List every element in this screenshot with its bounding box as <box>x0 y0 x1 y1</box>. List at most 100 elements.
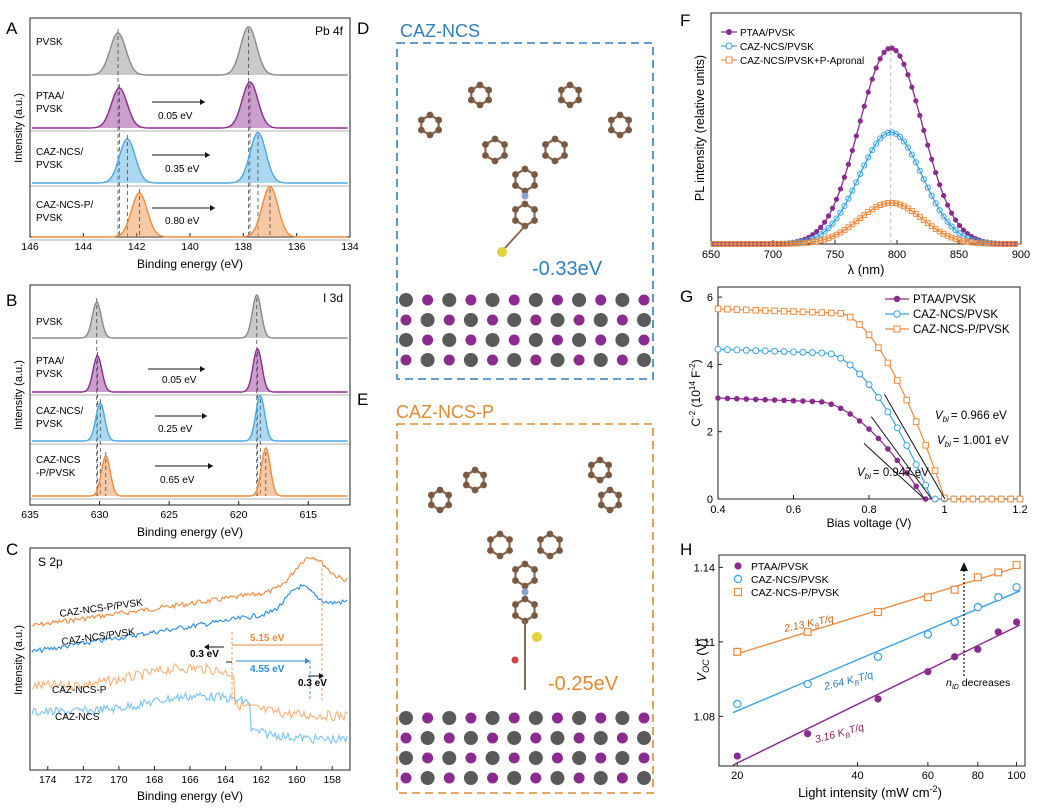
panel-g-vbi-sub: bi <box>945 440 951 449</box>
panel-f-point <box>1000 241 1007 247</box>
panel-a-xtick-label: 144 <box>75 241 93 253</box>
panel-h-xlabel-close: ) <box>938 785 942 800</box>
panel-g-point <box>894 457 901 464</box>
panel-e-slab-pb-atom <box>485 711 500 725</box>
panel-g-point <box>780 348 788 356</box>
panel-f-legend-label: CAZ-NCS/PVSK+P-Apronal <box>740 56 864 67</box>
panel-h-point <box>873 652 883 661</box>
panel-d-mol-c-atom <box>557 86 565 94</box>
panel-f-point <box>941 192 947 199</box>
panel-g-point <box>837 354 845 362</box>
panel-h-slope-label: 3.16 KBT/q <box>814 721 866 748</box>
panel-f-point <box>944 218 951 225</box>
panel-g-xtick-label: 1 <box>941 504 947 516</box>
panel-f-point <box>710 241 717 247</box>
panel-g-point <box>978 495 986 503</box>
panel-letter-d: D <box>357 19 369 38</box>
panel-d-mol-c-atom <box>476 101 484 109</box>
panel-e-slab-pb-atom <box>593 771 608 785</box>
panel-g-point <box>762 396 768 403</box>
panel-e-mol-c-atom <box>587 471 595 479</box>
panel-g-point <box>827 350 835 358</box>
panel-d-slab-pb-atom <box>550 313 565 327</box>
panel-g-point <box>743 306 750 314</box>
panel-h-legend-marker <box>733 587 743 597</box>
panel-e-mol-c-atom <box>487 547 494 554</box>
panel-d-mol-c-atom <box>426 131 434 139</box>
panel-g-point <box>799 348 807 356</box>
panel-d-slab-pb-atom <box>507 353 522 367</box>
panel-f-point <box>825 235 832 241</box>
panel-h-trend-arrowhead <box>960 562 968 571</box>
panel-d-slab-i-atom <box>638 334 650 346</box>
panel-b-row-label: PTAA/ <box>36 356 64 367</box>
panel-a-ylabel: Intensity (a.u.) <box>13 93 25 163</box>
panel-f-point <box>758 241 764 247</box>
panel-f-point <box>778 241 784 247</box>
panel-c-curve-label: CAZ-NCS/PVSK <box>61 627 136 648</box>
panel-d-title: CAZ-NCS <box>400 21 480 41</box>
panel-b-xtick-label: 625 <box>160 509 178 521</box>
panel-a-xtick-label: 142 <box>128 241 146 253</box>
panel-a-peak-fill <box>32 82 348 128</box>
panel-d-mol-n-atom <box>521 192 529 200</box>
panel-g-point <box>761 307 769 314</box>
panel-g-point <box>790 308 797 315</box>
panel-f-point <box>937 182 943 188</box>
panel-g-vbi-label: Vbi = 0.966 eV <box>935 410 1007 424</box>
panel-g-vbi-value: = 1.001 eV <box>953 435 1009 447</box>
panel-g-vbi-value: = 0.947 eV <box>873 467 929 479</box>
panel-d-slab-i-atom <box>487 314 499 326</box>
panel-f-point <box>920 217 927 224</box>
panel-g-point <box>771 397 778 403</box>
panel-f-point <box>865 154 872 161</box>
panel-e-mol-c-atom <box>605 461 613 469</box>
panel-e-slab-i-atom <box>638 712 650 724</box>
panel-f-point <box>893 48 899 54</box>
panel-d: CAZ-NCS -0.33eV <box>396 21 654 380</box>
panel-f-point <box>996 240 1003 247</box>
panel-b-peak-fill <box>32 295 348 338</box>
panel-h-point <box>923 630 933 639</box>
panel-g-point <box>865 381 873 389</box>
panel-g-point <box>893 424 901 432</box>
panel-d-mol-c-atom <box>616 111 624 119</box>
panel-f-point <box>766 241 772 247</box>
panel-f-point <box>1004 241 1011 247</box>
panel-f-point <box>933 169 939 176</box>
panel-f-point <box>897 53 903 59</box>
panel-f-point <box>817 231 824 238</box>
panel-d-slab-i-atom <box>573 354 585 366</box>
panel-f-point <box>837 209 844 216</box>
panel-f-point <box>916 167 923 174</box>
panel-h-legend-marker <box>734 562 742 570</box>
panel-g-point <box>733 346 741 354</box>
panel-d-mol-s-atom <box>497 247 507 257</box>
panel-d-mol-c-atom <box>557 96 565 104</box>
panel-g-point <box>969 495 977 503</box>
panel-e-mol-c-atom <box>596 456 604 464</box>
panel-g-point <box>931 467 939 474</box>
panel-g-point <box>761 347 769 355</box>
panel-e-slab-i-atom <box>595 752 607 764</box>
panel-b-shift-label: 0.65 eV <box>160 475 195 486</box>
panel-d-slab-i-atom <box>487 354 499 366</box>
panel-d-slab-pb-atom <box>593 353 608 367</box>
panel-e-slab-pb-atom <box>442 711 457 725</box>
panel-a-peak-fill <box>32 26 348 75</box>
panel-f-point <box>746 241 753 247</box>
panel-f-xtick-label: 900 <box>1012 249 1030 261</box>
panel-e-mol-c-atom <box>556 547 563 554</box>
panel-d-slab-pb-atom <box>637 313 651 327</box>
panel-c-xtick-label: 158 <box>323 774 341 786</box>
panel-h-legend-marker <box>733 574 743 584</box>
panel-d-mol-c-atom <box>435 126 443 134</box>
panel-d-mol-c-atom <box>607 116 615 124</box>
panel-e-mol-c-atom <box>471 466 479 474</box>
panel-e-mol-c-atom <box>596 476 604 484</box>
panel-e-slab-pb-atom <box>399 751 413 765</box>
panel-g-point <box>828 401 835 408</box>
panel-d-slab-pb-atom <box>615 293 630 307</box>
panel-a-shift-arrowhead <box>210 205 215 211</box>
panel-g-point <box>781 397 787 404</box>
